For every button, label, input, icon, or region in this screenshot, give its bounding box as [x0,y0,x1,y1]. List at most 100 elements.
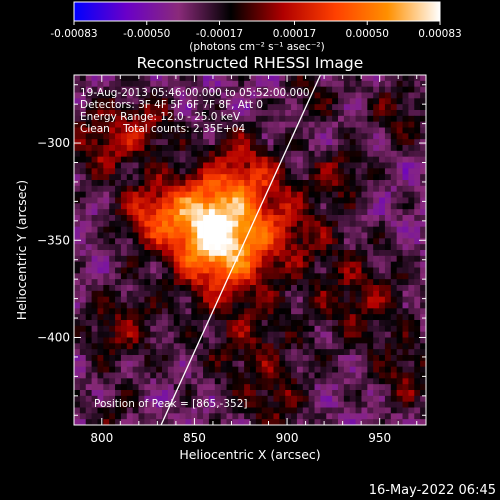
heatmap-cell [373,290,380,298]
heatmap-cell [214,366,222,373]
heatmap-cell [367,191,374,198]
heatmap-cell [132,226,139,233]
heatmap-cell [273,133,280,140]
heatmap-cell [167,244,175,251]
heatmap-cell [302,366,310,373]
heatmap-cell [208,244,216,251]
heatmap-cell [296,320,304,327]
heatmap-cell [396,226,403,233]
heatmap-cell [384,180,392,187]
heatmap-cell [355,355,362,362]
heatmap-cell [291,209,298,216]
heatmap-cell [379,209,386,216]
heatmap-cell [343,320,351,327]
heatmap-cell [162,390,169,397]
heatmap-cell [296,80,304,88]
heatmap-cell [384,331,392,338]
heatmap-cell [308,407,315,414]
heatmap-cell [97,203,104,210]
heatmap-cell [126,133,134,140]
heatmap-cell [173,115,180,123]
heatmap-cell [203,337,210,344]
heatmap-cell [261,250,268,257]
heatmap-cell [420,238,426,245]
heatmap-cell [144,314,151,321]
heatmap-cell [244,80,251,88]
heatmap-cell [232,255,239,263]
heatmap-cell [408,273,415,280]
heatmap-cell [144,325,151,333]
heatmap-cell [85,395,92,403]
heatmap-cell [250,273,257,280]
heatmap-cell [162,279,169,286]
heatmap-cell [208,139,216,146]
heatmap-cell [167,162,175,169]
heatmap-cell [355,121,362,128]
heatmap-cell [179,244,186,251]
heatmap-cell [279,203,286,210]
heatmap-cell [214,407,222,414]
heatmap-cell [291,191,298,198]
heatmap-cell [314,238,321,245]
heatmap-cell [302,174,310,181]
heatmap-cell [226,244,233,251]
heatmap-cell [320,92,327,99]
heatmap-cell [156,343,163,350]
heatmap-cell [173,168,180,175]
heatmap-cell [420,180,426,187]
heatmap-cell [144,308,151,315]
heatmap-cell [79,162,87,169]
heatmap-cell [126,320,134,327]
heatmap-cell [402,343,409,350]
heatmap-cell [232,150,239,158]
heatmap-cell [244,104,251,111]
heatmap-cell [373,407,380,414]
heatmap-cell [420,215,426,222]
heatmap-cell [126,168,134,175]
heatmap-cell [349,349,356,356]
heatmap-cell [314,279,321,286]
heatmap-cell [120,104,128,111]
heatmap-cell [138,110,145,117]
heatmap-cell [396,209,403,216]
heatmap-cell [250,337,257,344]
heatmap-cell [355,238,362,245]
heatmap-cell [285,407,292,414]
heatmap-cell [355,203,362,210]
heatmap-cell [103,337,110,344]
heatmap-cell [132,390,139,397]
heatmap-cell [302,325,310,333]
heatmap-cell [132,168,139,175]
heatmap-cell [238,80,245,88]
heatmap-cell [402,337,409,344]
heatmap-cell [162,238,169,245]
heatmap-cell [167,232,175,239]
heatmap-cell [138,168,145,175]
heatmap-cell [214,390,222,397]
heatmap-cell [191,320,198,327]
heatmap-cell [390,255,398,263]
heatmap-cell [332,273,339,280]
heatmap-cell [355,86,362,93]
heatmap-cell [255,168,263,175]
heatmap-cell [126,209,134,216]
heatmap-cell [79,337,87,344]
heatmap-cell [373,150,380,158]
heatmap-cell [332,209,339,216]
heatmap-cell [367,145,374,152]
heatmap-cell [261,273,268,280]
heatmap-cell [232,302,239,309]
heatmap-cell [273,145,280,152]
heatmap-cell [320,349,327,356]
heatmap-cell [214,349,222,356]
heatmap-cell [132,343,139,350]
heatmap-cell [390,250,398,257]
heatmap-cell [109,139,116,146]
heatmap-cell [396,255,403,263]
heatmap-cell [232,115,239,123]
heatmap-cell [302,150,310,158]
heatmap-cell [203,250,210,257]
heatmap-cell [420,133,426,140]
heatmap-cell [291,80,298,88]
heatmap-cell [156,384,163,391]
